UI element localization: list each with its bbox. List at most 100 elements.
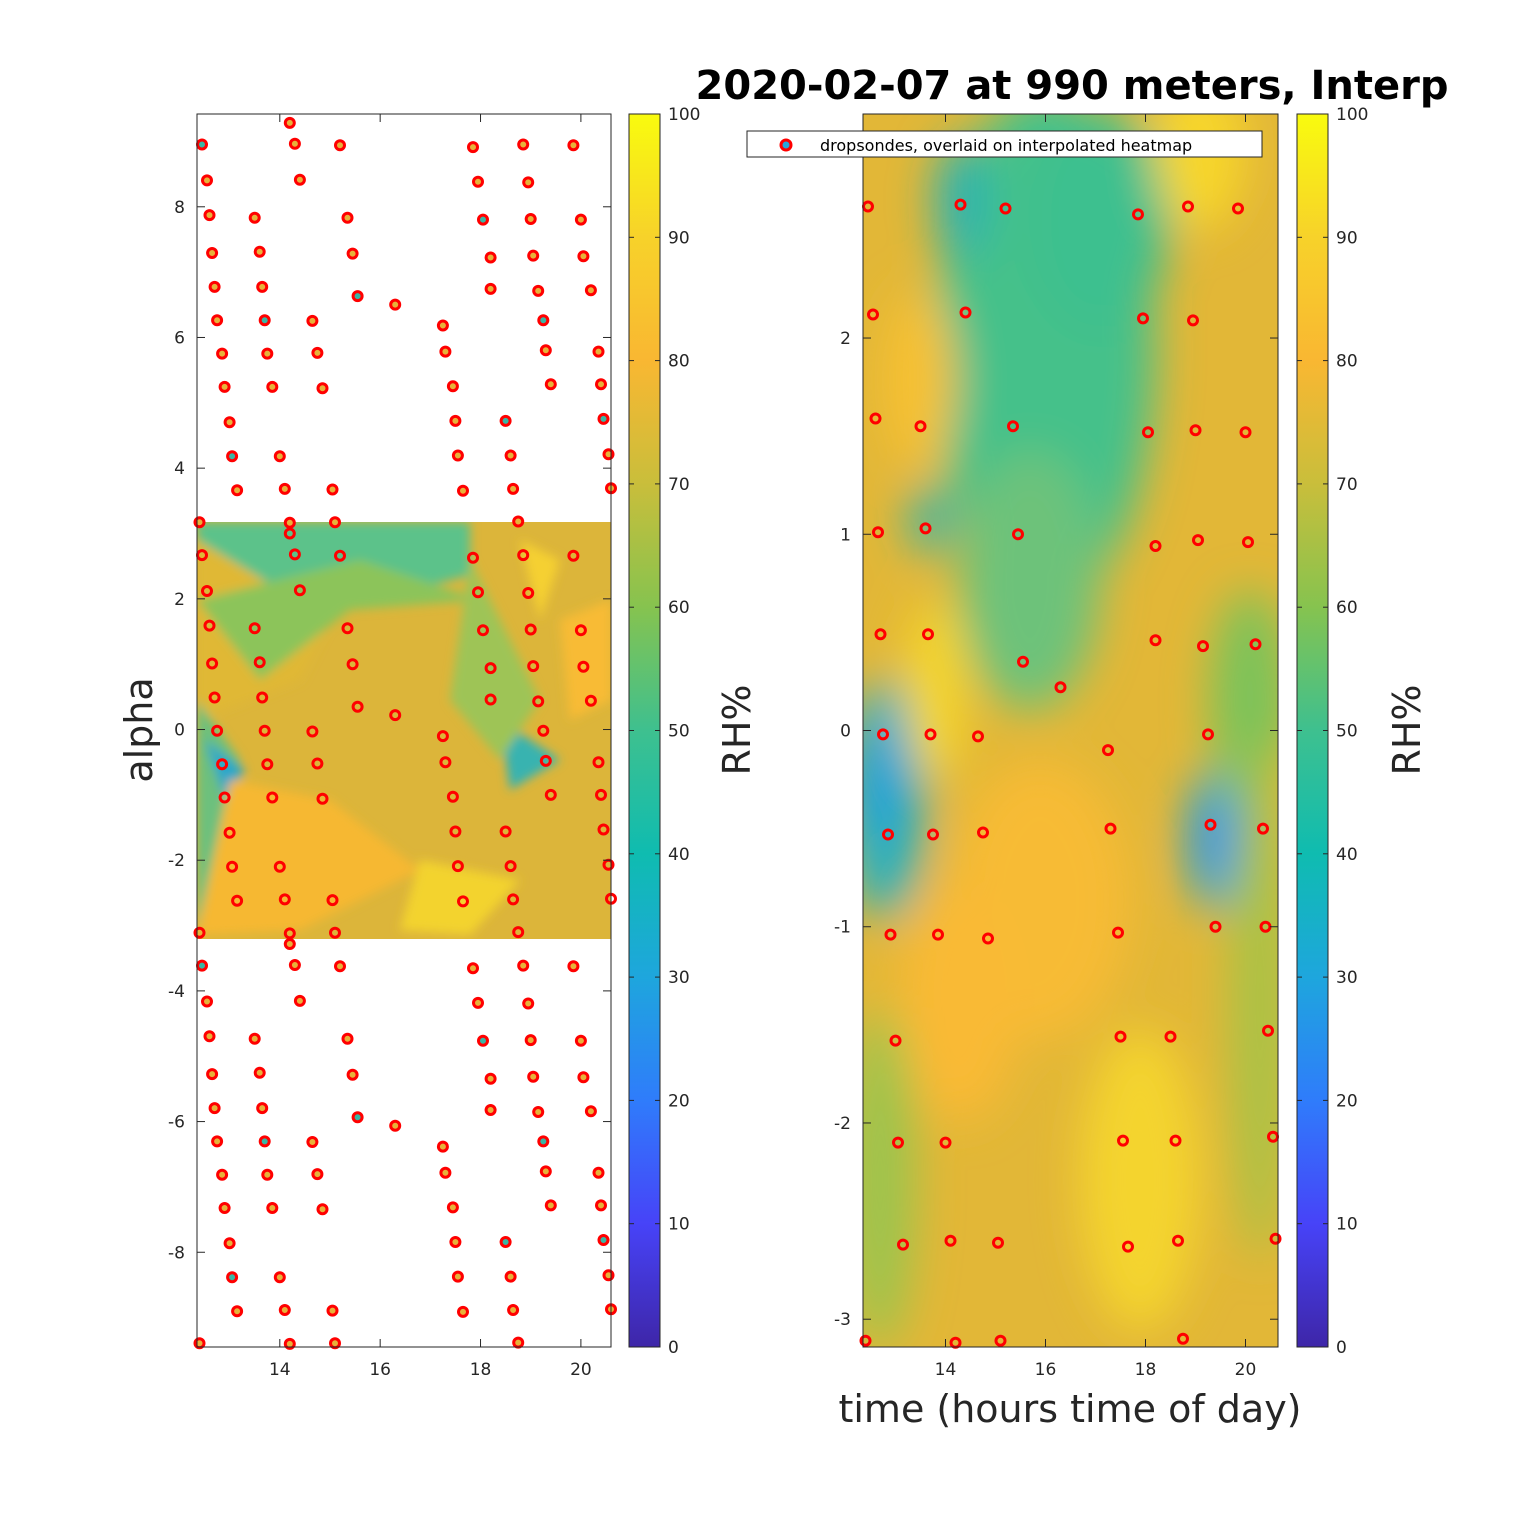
left-axes-frame — [196, 113, 612, 1348]
dropsonde-marker — [499, 1236, 512, 1248]
dropsonde-marker — [283, 927, 296, 940]
dropsonde-marker — [341, 622, 354, 635]
colorbar-tick-label: 100 — [1336, 105, 1368, 125]
dropsonde-marker — [253, 1066, 266, 1079]
dropsonde-marker — [592, 756, 605, 769]
dropsonde-marker — [522, 176, 535, 189]
left-plot-layer: 14 16 18 20 -8 -6 -4 -2 0 2 4 6 8 — [168, 113, 617, 1380]
dropsonde-marker — [517, 959, 530, 972]
y-tick-label: 0 — [840, 722, 851, 742]
dropsonde-marker — [999, 202, 1012, 215]
dropsonde-marker — [1189, 424, 1202, 437]
left-y-axis-label: alpha — [117, 677, 161, 782]
dropsonde-marker — [567, 960, 580, 973]
dropsonde-marker — [196, 959, 208, 972]
colorbar-tick-label: 80 — [668, 352, 690, 372]
right-x-axis-label: time (hours time of day) — [838, 1387, 1301, 1431]
dropsonde-marker — [914, 420, 927, 433]
dropsonde-marker — [1192, 534, 1204, 547]
dropsonde-marker — [203, 1030, 216, 1043]
dropsonde-marker — [278, 1304, 291, 1316]
dropsonde-marker — [517, 138, 530, 151]
dropsonde-marker — [211, 1135, 224, 1148]
dropsonde-marker — [869, 412, 882, 425]
dropsonde-marker — [1054, 681, 1067, 694]
dropsonde-marker — [351, 1111, 364, 1124]
dropsonde-marker — [389, 1119, 402, 1132]
dropsonde-marker — [329, 516, 341, 529]
dropsonde-marker — [218, 791, 231, 804]
colorbar-tick-label: 10 — [1336, 1215, 1358, 1235]
dropsonde-marker — [592, 1166, 605, 1179]
colorbar-tick-label: 80 — [1336, 352, 1358, 372]
dropsonde-marker — [527, 249, 540, 262]
y-tick-label: -6 — [168, 1113, 185, 1133]
colorbar-tick-label: 20 — [668, 1091, 690, 1111]
dropsonde-marker — [932, 928, 944, 941]
dropsonde-marker — [316, 382, 329, 395]
dropsonde-marker — [346, 658, 359, 671]
dropsonde-marker — [884, 928, 897, 941]
dropsonde-marker — [457, 1305, 469, 1318]
left-colorbar-label: RH% — [715, 684, 759, 775]
dropsonde-marker — [959, 306, 972, 319]
dropsonde-marker — [439, 345, 452, 358]
dropsonde-marker — [504, 449, 517, 462]
dropsonde-marker — [507, 893, 520, 906]
dropsonde-marker — [507, 482, 520, 495]
dropsonde-marker — [1262, 1024, 1274, 1037]
x-tick-label: 20 — [570, 1360, 592, 1380]
dropsonde-marker — [1202, 728, 1214, 741]
dropsonde-marker — [311, 1168, 324, 1181]
dropsonde-marker — [1249, 638, 1262, 651]
dropsonde-marker — [859, 1334, 872, 1347]
right-colorbar: 0 10 20 30 40 50 60 70 80 90 100 RH% — [1296, 105, 1429, 1358]
legend: dropsondes, overlaid on interpolated hea… — [746, 130, 1263, 158]
dropsonde-marker — [216, 1168, 229, 1181]
dropsonde-marker — [439, 756, 452, 769]
dropsonde-marker — [467, 962, 479, 975]
y-tick-label: -2 — [168, 851, 185, 871]
dropsonde-marker — [346, 247, 359, 260]
dropsonde-marker — [293, 173, 306, 186]
dropsonde-marker — [248, 622, 261, 635]
dropsonde-marker — [982, 932, 994, 945]
dropsonde-marker — [256, 1102, 269, 1115]
dropsonde-marker — [1149, 634, 1162, 647]
dropsonde-marker — [524, 213, 537, 225]
dropsonde-marker — [449, 414, 462, 427]
dropsonde-marker — [919, 522, 932, 535]
dropsonde-marker — [346, 1068, 359, 1081]
dropsonde-marker — [467, 141, 479, 154]
dropsonde-marker — [288, 137, 301, 150]
dropsonde-marker — [1104, 822, 1117, 835]
colorbar-tick-label: 70 — [668, 475, 690, 495]
dropsonde-marker — [544, 788, 557, 801]
dropsonde-marker — [504, 1270, 517, 1283]
dropsonde-marker — [211, 724, 224, 737]
right-axes — [863, 114, 1278, 1347]
dropsonde-marker — [1112, 926, 1124, 939]
right-plot-layer: 14 16 18 20 -3 -2 -1 0 1 2 — [834, 113, 1282, 1380]
dropsonde-marker — [288, 959, 301, 971]
dropsonde-marker — [306, 725, 319, 738]
y-tick-label: 4 — [174, 459, 185, 479]
dropsonde-marker — [446, 1201, 459, 1214]
colorbar-tick-label: 60 — [668, 598, 690, 618]
colorbar-tick-label: 50 — [668, 722, 690, 742]
colorbar-tick-label: 20 — [1336, 1091, 1358, 1111]
dropsonde-marker — [477, 1034, 489, 1047]
dropsonde-marker — [223, 826, 236, 839]
colorbar-tick-label: 70 — [1336, 475, 1358, 495]
dropsonde-marker — [273, 860, 286, 873]
dropsonde-marker — [954, 198, 967, 211]
dropsonde-marker — [574, 624, 587, 637]
dropsonde-marker — [584, 694, 597, 707]
dropsonde-marker — [537, 1135, 550, 1148]
y-tick-label: 6 — [174, 328, 185, 348]
dropsonde-marker — [1102, 744, 1114, 757]
y-tick-label: -3 — [834, 1310, 851, 1330]
dropsonde-marker — [537, 724, 550, 737]
dropsonde-marker — [334, 549, 346, 562]
